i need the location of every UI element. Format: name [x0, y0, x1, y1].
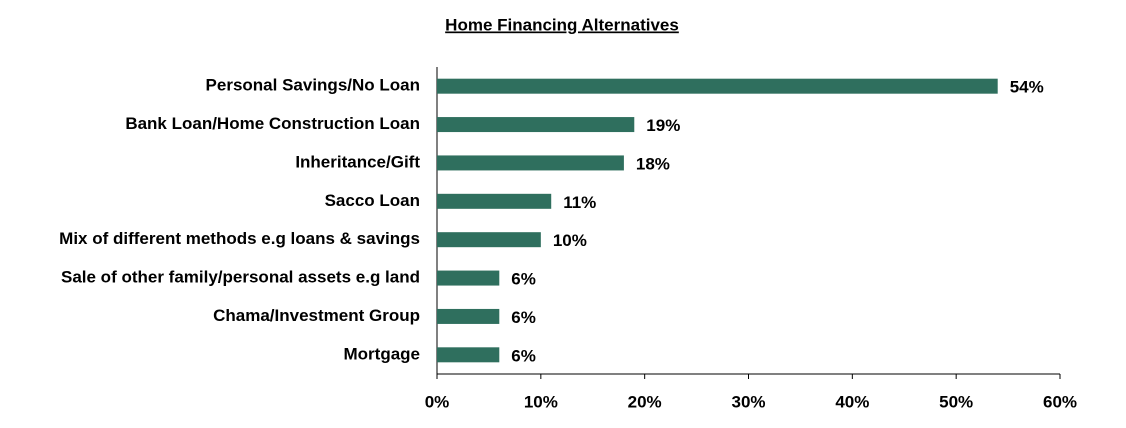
y-tick-label: Mix of different methods e.g loans & sav… [59, 229, 420, 248]
x-tick-label: 60% [1043, 392, 1077, 411]
chart-title: Home Financing Alternatives [445, 15, 679, 34]
value-label: 54% [1010, 78, 1044, 97]
y-tick-label: Chama/Investment Group [213, 306, 420, 325]
value-label: 6% [511, 346, 536, 365]
bar [437, 308, 500, 324]
bar [437, 270, 500, 286]
bar [437, 117, 635, 133]
x-tick-label: 0% [425, 392, 450, 411]
x-tick-label: 10% [524, 392, 558, 411]
value-label: 10% [553, 231, 587, 250]
x-tick-label: 40% [835, 392, 869, 411]
y-tick-label: Inheritance/Gift [295, 152, 420, 171]
y-tick-label: Bank Loan/Home Construction Loan [125, 114, 420, 133]
value-label: 11% [563, 193, 596, 212]
bar [437, 155, 624, 171]
bar [437, 232, 541, 248]
bar [437, 347, 500, 363]
y-tick-label: Sacco Loan [325, 191, 420, 210]
y-tick-label: Sale of other family/personal assets e.g… [61, 268, 420, 287]
x-tick-label: 30% [731, 392, 765, 411]
bar [437, 193, 552, 209]
y-tick-label: Mortgage [344, 344, 421, 363]
value-label: 19% [646, 116, 680, 135]
x-tick-label: 20% [628, 392, 662, 411]
value-label: 18% [636, 154, 670, 173]
value-label: 6% [511, 270, 536, 289]
bar [437, 78, 998, 94]
value-label: 6% [511, 308, 536, 327]
x-tick-label: 50% [939, 392, 973, 411]
y-tick-label: Personal Savings/No Loan [206, 76, 420, 95]
